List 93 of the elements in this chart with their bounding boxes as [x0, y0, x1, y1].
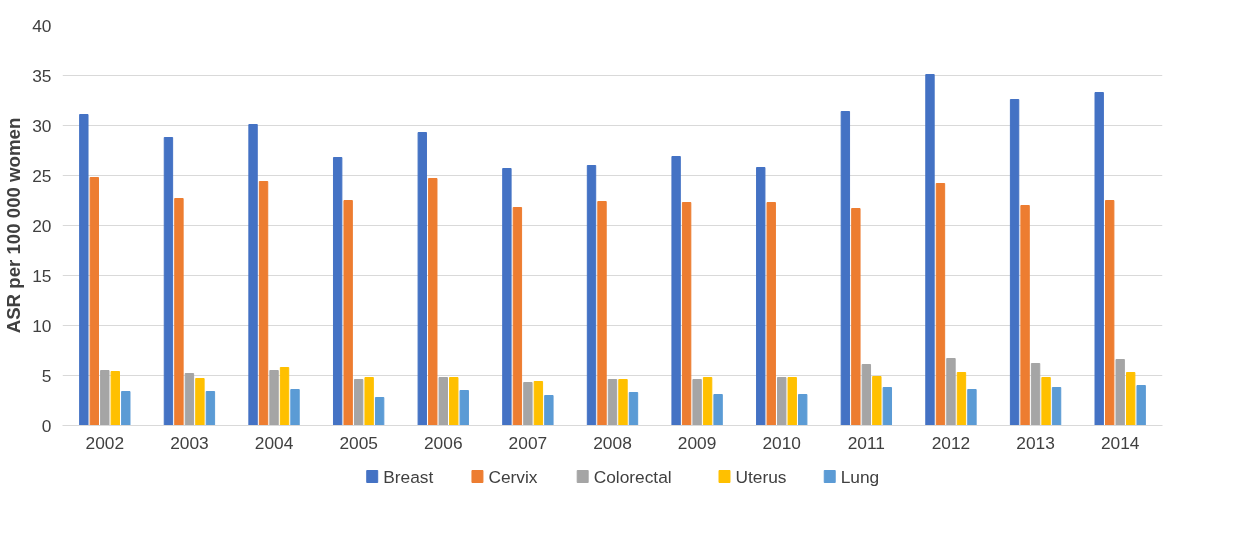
bar [449, 377, 459, 426]
legend-label: Cervix [488, 466, 538, 487]
bar [702, 377, 713, 426]
legend-label: Colorectal [593, 466, 672, 487]
bar [861, 364, 872, 426]
bar [279, 367, 290, 426]
y-tick-label: 5 [41, 365, 52, 386]
bar [1051, 387, 1062, 426]
bar [956, 372, 967, 426]
bar [417, 132, 427, 426]
bar [195, 378, 205, 426]
bar [79, 114, 89, 426]
bar [374, 397, 385, 426]
bar [681, 202, 692, 426]
bar [174, 198, 184, 426]
x-tick-label: 2010 [762, 432, 802, 453]
bar [946, 358, 956, 426]
bar [121, 391, 131, 426]
y-tick-label: 35 [32, 65, 52, 86]
bar [967, 389, 977, 426]
bar [89, 177, 100, 426]
x-tick-label: 2011 [847, 432, 885, 453]
bar [1020, 205, 1030, 426]
legend-label: Lung [840, 466, 880, 487]
bar [777, 377, 787, 426]
bar [851, 208, 861, 426]
bar [798, 394, 808, 426]
bar [163, 137, 174, 426]
bar [1125, 372, 1136, 426]
bar [353, 379, 364, 426]
bar [1105, 200, 1115, 426]
x-tick-label: 2009 [677, 432, 717, 453]
bar [882, 387, 893, 426]
x-tick-label: 2012 [931, 432, 971, 453]
bar [607, 379, 618, 426]
bar [502, 168, 512, 426]
y-axis-title: ASR per 100 000 women [3, 117, 25, 334]
bar [343, 200, 353, 426]
bar [184, 373, 195, 426]
bar [428, 178, 438, 426]
bar [1041, 377, 1051, 426]
bar [290, 389, 300, 426]
y-tick-label: 25 [32, 165, 52, 186]
bar [756, 167, 766, 426]
legend-label: Uterus [735, 466, 787, 487]
x-tick-label: 2014 [1100, 432, 1140, 453]
x-tick-label: 2004 [254, 432, 294, 453]
bar [459, 390, 469, 426]
bar [258, 181, 269, 426]
bar [586, 165, 597, 426]
bar [544, 395, 554, 426]
bar [671, 156, 681, 426]
y-tick-label: 0 [41, 415, 52, 436]
bar [787, 377, 797, 426]
bar [618, 379, 628, 426]
bar [100, 370, 110, 426]
bar [110, 371, 120, 426]
bar [269, 370, 279, 426]
bar [364, 377, 374, 426]
bar [533, 381, 544, 426]
bar [248, 124, 258, 426]
bar [1030, 363, 1041, 426]
bar [1115, 359, 1125, 426]
bar [925, 74, 935, 426]
bar [512, 207, 523, 426]
x-tick-label: 2013 [1016, 432, 1055, 453]
bar [1094, 92, 1104, 426]
x-tick-label: 2008 [593, 432, 632, 453]
y-tick-label: 40 [32, 15, 52, 36]
legend-label: Breast [383, 466, 434, 487]
bar [840, 111, 851, 426]
x-tick-label: 2003 [170, 432, 209, 453]
bar [523, 382, 533, 426]
bar [766, 202, 776, 426]
bar [205, 391, 216, 426]
x-tick-label: 2007 [508, 432, 548, 453]
bar [438, 377, 448, 426]
y-tick-label: 15 [32, 265, 52, 286]
bar [935, 183, 946, 426]
bar [692, 379, 702, 426]
bar [1009, 99, 1020, 426]
bar [628, 392, 639, 426]
bar [713, 394, 723, 426]
x-tick-label: 2005 [339, 432, 378, 453]
bar [1136, 385, 1146, 426]
x-tick-label: 2006 [424, 432, 463, 453]
bar [332, 157, 343, 426]
bar [597, 201, 607, 426]
bar [872, 376, 882, 426]
y-tick-label: 10 [32, 315, 52, 336]
y-tick-label: 30 [32, 115, 52, 136]
x-tick-label: 2002 [85, 432, 125, 453]
y-tick-label: 20 [32, 215, 52, 236]
